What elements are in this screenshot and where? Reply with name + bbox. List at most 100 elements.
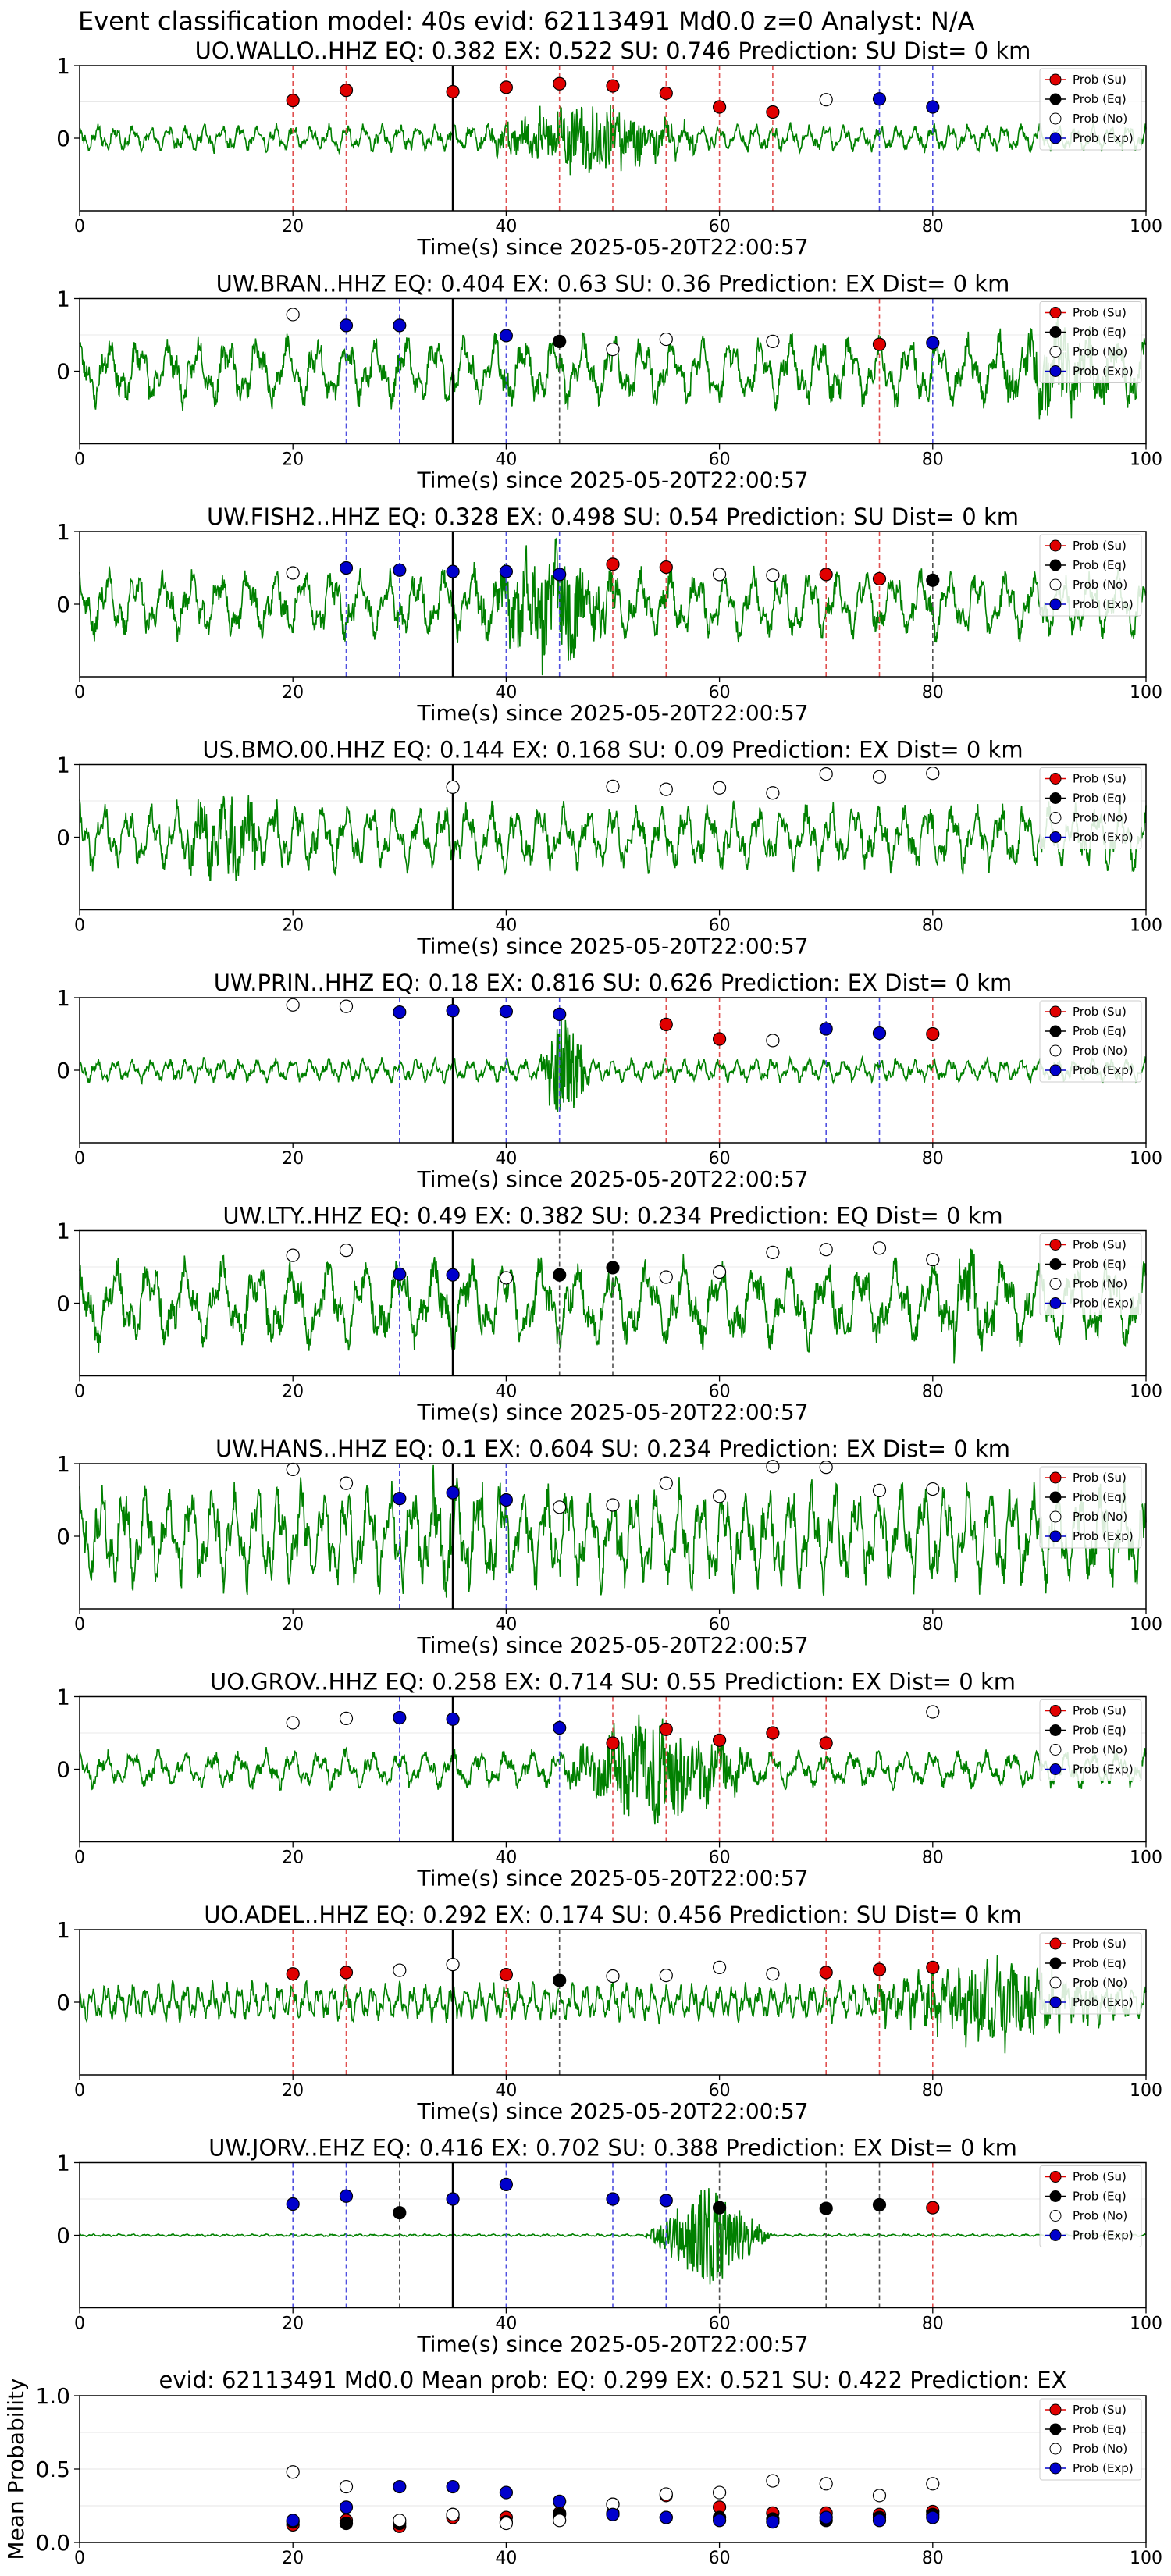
legend-label: Prob (Eq) (1073, 92, 1127, 106)
mean-point-exp (446, 2479, 460, 2494)
prob-point-no (286, 308, 300, 322)
prob-point-eq (819, 2201, 833, 2215)
prob-point-su (659, 86, 673, 100)
x-tick-label: 40 (495, 450, 517, 470)
x-tick-label: 0 (74, 217, 85, 237)
prob-point-su (872, 571, 887, 586)
x-axis-label: Time(s) since 2025-05-20T22:00:57 (416, 934, 808, 959)
legend-label: Prob (Exp) (1073, 2229, 1134, 2243)
legend-label: Prob (Su) (1073, 1704, 1127, 1718)
subplot-title: UW.PRIN..HHZ EQ: 0.18 EX: 0.816 SU: 0.62… (214, 970, 1013, 996)
x-tick-label: 40 (495, 1382, 517, 1402)
legend-marker (1049, 812, 1062, 824)
x-tick-label: 20 (282, 217, 304, 237)
prob-point-no (339, 1711, 354, 1725)
prob-point-su (926, 1960, 940, 1974)
x-tick-label: 60 (709, 2549, 731, 2568)
y-tick-label: 0 (56, 1291, 70, 1317)
legend-marker (1049, 1744, 1062, 1756)
legend-marker (1049, 1530, 1062, 1542)
y-tick-label: 1.0 (35, 2383, 70, 2409)
waveform-trace (79, 1019, 1147, 1112)
y-tick-label: 1 (56, 53, 70, 79)
legend-marker (1049, 1976, 1062, 1989)
legend-marker (1049, 1705, 1062, 1717)
prob-point-exp (393, 1267, 407, 1281)
prob-point-no (659, 1968, 673, 1983)
prob-point-eq (872, 2197, 887, 2212)
prob-point-no (659, 1270, 673, 1284)
prob-point-no (606, 779, 620, 794)
prob-point-su (286, 94, 300, 108)
x-tick-label: 60 (709, 217, 731, 237)
legend-marker (1049, 2229, 1062, 2241)
mean-point-no (553, 2514, 567, 2528)
legend-label: Prob (Su) (1073, 772, 1127, 786)
prob-point-exp (286, 2197, 300, 2211)
legend-marker (1049, 1937, 1062, 1950)
prob-point-exp (926, 336, 940, 350)
prob-point-exp (499, 564, 514, 578)
subplot-6: UW.LTY..HHZ EQ: 0.49 EX: 0.382 SU: 0.234… (56, 1203, 1162, 1425)
prob-point-exp (393, 1005, 407, 1019)
subplot-3: UW.FISH2..HHZ EQ: 0.328 EX: 0.498 SU: 0.… (56, 503, 1162, 726)
legend-label: Prob (Su) (1073, 306, 1127, 320)
y-tick-label: 0.0 (35, 2530, 70, 2556)
y-tick-label: 0 (56, 2223, 70, 2249)
legend-label: Prob (Su) (1073, 1005, 1127, 1019)
legend-label: Prob (No) (1073, 112, 1127, 126)
legend-label: Prob (No) (1073, 345, 1127, 359)
prob-point-no (766, 1034, 780, 1048)
x-tick-label: 20 (282, 2314, 304, 2334)
prob-point-exp (499, 2177, 514, 2191)
legend-marker (1049, 2403, 1062, 2416)
legend-box (1039, 68, 1142, 151)
legend-box (1039, 301, 1142, 383)
prob-point-exp (446, 2192, 460, 2206)
y-tick-label: 0 (56, 1058, 70, 1083)
legend-label: Prob (Eq) (1073, 326, 1127, 340)
y-axis-label: Mean Probability (3, 2378, 29, 2560)
prob-point-su (872, 337, 887, 351)
x-tick-label: 40 (495, 2314, 517, 2334)
legend-label: Prob (Eq) (1073, 558, 1127, 572)
prob-point-no (819, 1243, 833, 1257)
x-tick-label: 0 (74, 1615, 85, 1635)
legend-label: Prob (Eq) (1073, 1956, 1127, 1970)
prob-point-exp (446, 1485, 460, 1500)
legend-label: Prob (Exp) (1073, 365, 1134, 379)
prob-point-no (766, 786, 780, 800)
prob-point-exp (393, 563, 407, 577)
prob-point-no (606, 1498, 620, 1512)
x-tick-label: 0 (74, 1149, 85, 1169)
legend-marker (1049, 73, 1062, 86)
mean-point-exp (339, 2500, 354, 2514)
prob-point-exp (819, 1022, 833, 1036)
x-tick-label: 20 (282, 1615, 304, 1635)
legend-label: Prob (No) (1073, 1510, 1127, 1524)
x-tick-label: 60 (709, 450, 731, 470)
mean-point-exp (606, 2507, 620, 2521)
legend-box (1039, 2398, 1142, 2481)
prob-point-exp (926, 100, 940, 114)
legend-marker (1049, 1957, 1062, 1969)
prob-point-no (819, 1461, 833, 1475)
x-tick-label: 40 (495, 217, 517, 237)
x-tick-label: 20 (282, 2549, 304, 2568)
x-tick-label: 20 (282, 450, 304, 470)
prob-point-eq (393, 2206, 407, 2220)
legend-marker (1049, 1297, 1062, 1309)
legend-box (1039, 2165, 1142, 2247)
x-tick-label: 40 (495, 1149, 517, 1169)
x-tick-label: 100 (1130, 1615, 1162, 1635)
prob-point-exp (393, 318, 407, 333)
x-tick-label: 80 (922, 916, 944, 936)
legend-marker (1049, 1025, 1062, 1037)
legend-label: Prob (Exp) (1073, 131, 1134, 145)
x-tick-label: 0 (74, 450, 85, 470)
legend-marker (1049, 578, 1062, 591)
x-tick-label: 40 (495, 1615, 517, 1635)
x-tick-label: 0 (74, 916, 85, 936)
legend-label: Prob (Exp) (1073, 2461, 1134, 2475)
prob-point-no (712, 568, 727, 582)
